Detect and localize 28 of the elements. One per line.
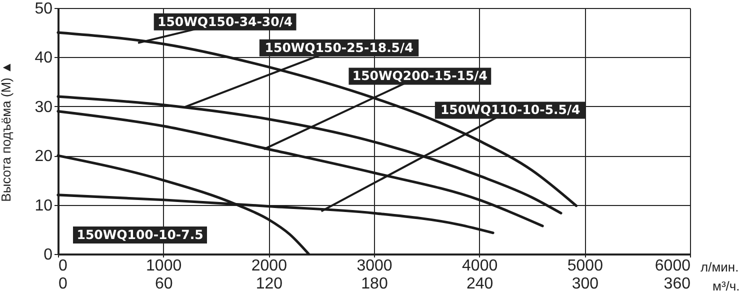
- x2-tick-label: 0: [58, 276, 68, 292]
- annotation: 150WQ150-25-18.5/4: [264, 40, 414, 55]
- x-tick-label: 2000: [251, 258, 288, 274]
- y-tick-label: 30: [34, 98, 53, 116]
- x-tick-label: 5000: [567, 258, 604, 274]
- y-tick-label: 10: [34, 197, 53, 214]
- y-tick-label: 40: [34, 50, 53, 67]
- x-axis-title: л/мин.: [700, 260, 739, 274]
- x2-axis-title: м³/ч.: [712, 278, 740, 294]
- x2-tick-label: 300: [572, 276, 599, 292]
- x2-tick-label: 180: [361, 276, 388, 292]
- x-tick-label: 6000: [654, 258, 691, 274]
- x2-tick-label: 240: [466, 276, 494, 292]
- y-tick-label: 0: [44, 246, 53, 264]
- annotation: 150WQ110-10-5.5/4: [440, 102, 581, 118]
- x2-tick-label: 60: [154, 276, 173, 292]
- y-axis-title: Высота подъёма (М) ▲: [0, 61, 14, 202]
- x-tick-label: 3000: [356, 258, 392, 274]
- annotation: 150WQ100-10-7.5: [76, 227, 204, 242]
- x-tick-label: 4000: [462, 258, 498, 274]
- x2-tick-label: 120: [256, 276, 283, 292]
- x-tick-label: 0: [58, 258, 68, 274]
- x-tick-label: 1000: [146, 258, 182, 274]
- x2-tick-label: 360: [664, 276, 691, 292]
- annotation: 150WQ200-15-15/4: [352, 68, 488, 84]
- y-tick-label: 20: [34, 148, 53, 166]
- annotation: 150WQ150-34-30/4: [158, 14, 293, 29]
- y-tick-label: 50: [34, 0, 53, 18]
